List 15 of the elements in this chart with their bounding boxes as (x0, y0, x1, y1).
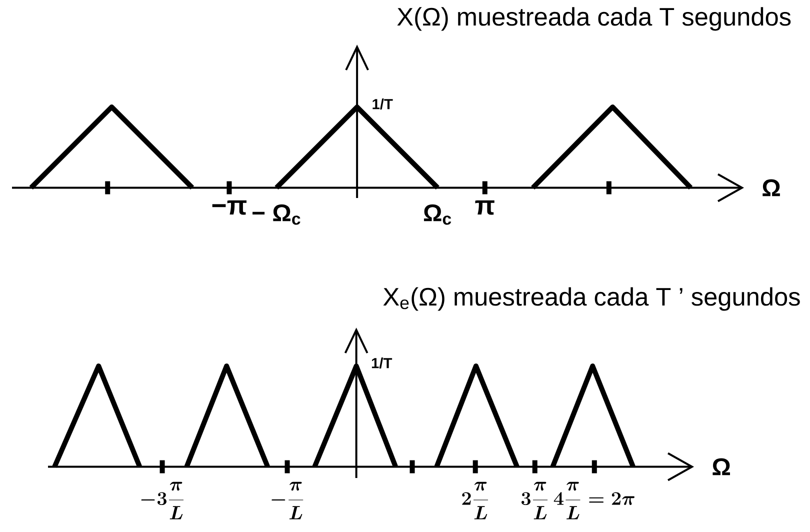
x-tick-label: π (475, 200, 494, 215)
annotation: Ω$_{c}$ (424, 204, 452, 225)
annotation: − Ω$_{c}$ (252, 204, 300, 225)
x-axis-title: Ω (712, 458, 730, 476)
x-tick-label: $4\frac{\pi}{L}=2\pi$ (554, 482, 634, 520)
annotation: 1/T (372, 98, 393, 110)
x-tick-label: $-3\frac{\pi}{L}$ (141, 482, 184, 520)
x-tick-label: $3\frac{\pi}{L}$ (522, 482, 548, 520)
x-tick-label: $-\frac{\pi}{L}$ (272, 482, 304, 520)
x-tick-label: −π (212, 200, 246, 215)
x-tick-label: $2\frac{\pi}{L}$ (462, 482, 488, 520)
chart-title: X(Ω) muestreada cada T segundos (397, 7, 791, 31)
x-axis-title: Ω (762, 179, 780, 196)
chart-title: X$_{e}$(Ω) muestreada cada T ’ segundos (383, 287, 800, 311)
annotation: 1/T (372, 358, 392, 368)
